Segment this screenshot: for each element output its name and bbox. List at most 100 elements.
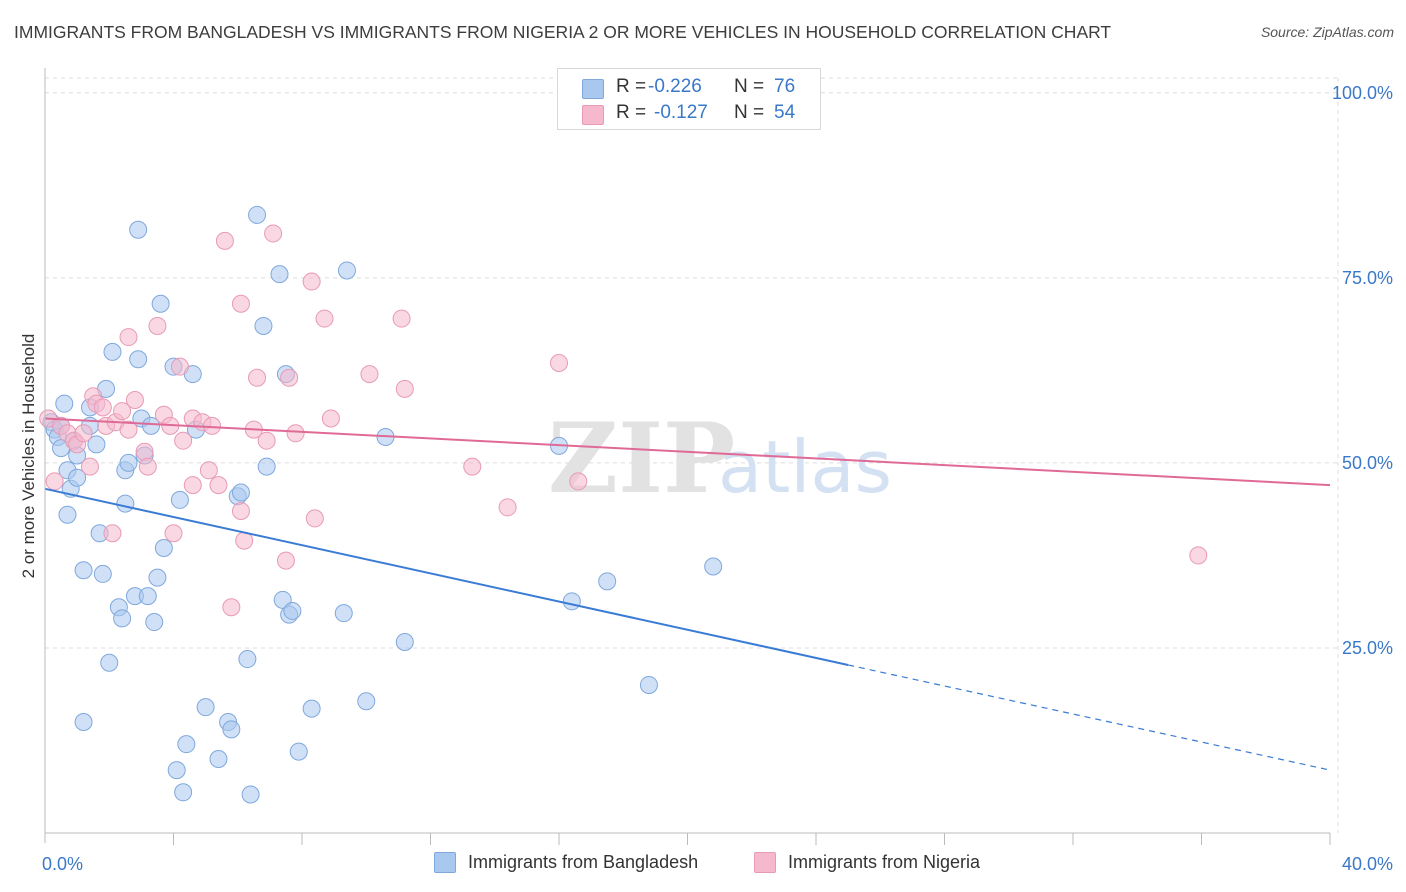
nigeria-point <box>222 598 241 617</box>
bangladesh-point <box>209 749 228 768</box>
legend-n-label: N = <box>734 102 765 123</box>
nigeria-point <box>231 502 250 521</box>
nigeria-point <box>138 457 157 476</box>
nigeria-trendline <box>44 417 1331 487</box>
bangladesh-point <box>704 557 723 576</box>
bangladesh-point <box>177 735 196 754</box>
bangladesh-point <box>129 220 148 239</box>
bangladesh-point <box>598 572 617 591</box>
bangladesh-point <box>151 294 170 313</box>
nigeria-point <box>463 457 482 476</box>
nigeria-point <box>395 379 414 398</box>
bottom-legend-swatch-nigeria <box>754 852 776 873</box>
legend-n-label: N = <box>734 76 765 97</box>
bangladesh-point <box>87 435 106 454</box>
nigeria-point <box>264 224 283 243</box>
bangladesh-point <box>222 720 241 739</box>
bangladesh-point <box>302 699 321 718</box>
y-tick-label: 100.0% <box>1332 83 1393 103</box>
source-credit: Source: ZipAtlas.com <box>1260 24 1394 40</box>
bangladesh-point <box>93 564 112 583</box>
nigeria-point <box>231 294 250 313</box>
bangladesh-point <box>74 561 93 580</box>
bangladesh-point <box>100 653 119 672</box>
bangladesh-point <box>55 394 74 413</box>
y-tick-label: 50.0% <box>1342 453 1393 473</box>
bangladesh-point <box>337 261 356 280</box>
nigeria-point <box>392 309 411 328</box>
bangladesh-point <box>283 601 302 620</box>
bangladesh-trendline <box>44 487 849 666</box>
legend-r-label: R = <box>616 102 647 123</box>
nigeria-point <box>80 457 99 476</box>
bangladesh-point <box>116 494 135 513</box>
bangladesh-trendline-extension <box>847 664 1331 771</box>
bangladesh-point <box>74 712 93 731</box>
points-layer <box>39 205 1208 804</box>
nigeria-point <box>183 476 202 495</box>
nigeria-point <box>148 316 167 335</box>
nigeria-point <box>360 365 379 384</box>
bottom-legend-swatch-bangladesh <box>434 852 456 873</box>
nigeria-point <box>305 509 324 528</box>
bangladesh-point <box>68 468 87 487</box>
bangladesh-point <box>289 742 308 761</box>
bangladesh-point <box>639 675 658 694</box>
bangladesh-point <box>395 633 414 652</box>
bangladesh-point <box>174 783 193 802</box>
bangladesh-point <box>58 505 77 524</box>
bangladesh-point <box>145 613 164 632</box>
watermark-atlas: atlas <box>718 425 892 509</box>
bangladesh-point <box>142 416 161 435</box>
y-axis-label: 2 or more Vehicles in Household <box>19 334 38 579</box>
trend-layer <box>44 417 1331 771</box>
y-tick-label: 75.0% <box>1342 268 1393 288</box>
bangladesh-point <box>270 265 289 284</box>
bangladesh-point <box>103 342 122 361</box>
watermark: ZIP atlas <box>548 402 892 515</box>
nigeria-point <box>276 551 295 570</box>
bangladesh-point <box>113 609 132 628</box>
bangladesh-point <box>357 692 376 711</box>
y-tick-label: 25.0% <box>1342 638 1393 658</box>
bangladesh-point <box>334 604 353 623</box>
correlation-legend: R = -0.226 N = 76 R = -0.127 N = 54 <box>557 68 821 130</box>
bangladesh-point <box>196 698 215 717</box>
watermark-zip: ZIP <box>548 402 735 515</box>
legend-n-value: 54 <box>774 102 796 123</box>
bangladesh-point <box>231 483 250 502</box>
nigeria-point <box>170 357 189 376</box>
bangladesh-point <box>148 568 167 587</box>
legend-swatch-bangladesh <box>582 79 604 99</box>
nigeria-point <box>45 472 64 491</box>
legend-r-value: -0.127 <box>654 102 708 123</box>
nigeria-point <box>248 368 267 387</box>
nigeria-point <box>103 524 122 543</box>
bangladesh-point <box>170 490 189 509</box>
bangladesh-point <box>562 592 581 611</box>
nigeria-point <box>125 390 144 409</box>
bangladesh-point <box>254 316 273 335</box>
nigeria-point <box>569 472 588 491</box>
bottom-legend-label-bangladesh: Immigrants from Bangladesh <box>468 852 699 872</box>
bottom-legend-label-nigeria: Immigrants from Nigeria <box>788 852 981 872</box>
axis-layer: 25.0% 50.0% 75.0% 100.0% 0.0% 40.0% <box>42 68 1393 874</box>
nigeria-point <box>93 398 112 417</box>
nigeria-point <box>209 476 228 495</box>
bangladesh-point <box>129 350 148 369</box>
nigeria-point <box>315 309 334 328</box>
x-tick-label: 40.0% <box>1342 854 1393 874</box>
nigeria-point <box>174 431 193 450</box>
bangladesh-point <box>257 457 276 476</box>
legend-swatch-nigeria <box>582 105 604 125</box>
bottom-legend-nigeria: Immigrants from Nigeria <box>754 852 980 873</box>
nigeria-point <box>280 368 299 387</box>
bangladesh-point <box>119 453 138 472</box>
nigeria-point <box>135 442 154 461</box>
nigeria-point <box>74 424 93 443</box>
nigeria-point <box>1189 546 1208 565</box>
bangladesh-point <box>238 650 257 669</box>
bangladesh-point <box>154 539 173 558</box>
chart-title: IMMIGRANTS FROM BANGLADESH VS IMMIGRANTS… <box>14 22 1112 42</box>
bangladesh-point <box>167 761 186 780</box>
